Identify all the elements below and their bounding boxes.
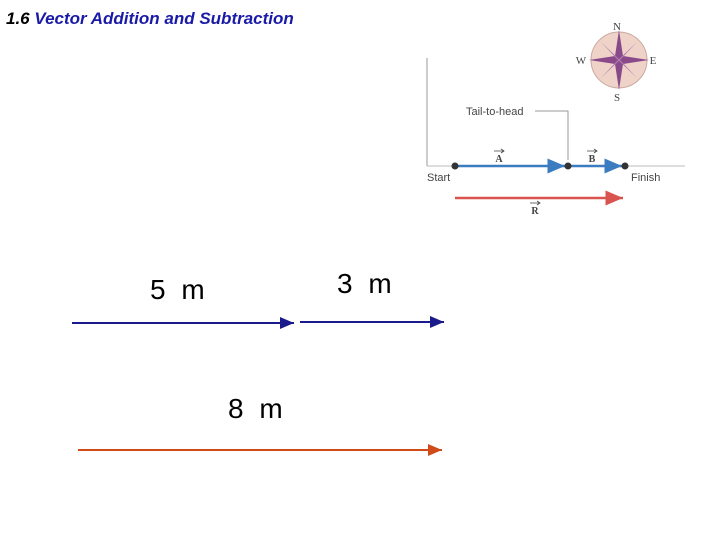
compass-n: N — [613, 21, 621, 33]
dot — [564, 162, 572, 170]
callout-line — [535, 110, 569, 160]
vector-label: R — [531, 206, 539, 217]
compass: N W E S — [576, 21, 657, 104]
title-text: Vector Addition and Subtraction — [34, 9, 293, 28]
callout: Tail-to-head — [466, 106, 523, 118]
compass-w: W — [576, 55, 587, 67]
compass-e: E — [650, 55, 657, 67]
dot — [451, 162, 459, 170]
finish-label: Finish — [631, 172, 660, 184]
vector-label: B — [589, 154, 596, 165]
vector-label: A — [495, 154, 503, 165]
arrow-label: 5 m — [150, 274, 209, 305]
dot — [621, 162, 629, 170]
section-number: 1.6 — [6, 9, 30, 28]
arrow-label: 8 m — [228, 393, 287, 424]
arrow-label: 3 m — [337, 268, 396, 299]
start-label: Start — [427, 172, 450, 184]
over-arrows — [494, 148, 598, 206]
slide-title: 1.6 Vector Addition and Subtraction — [6, 9, 294, 28]
compass-s: S — [614, 92, 620, 104]
